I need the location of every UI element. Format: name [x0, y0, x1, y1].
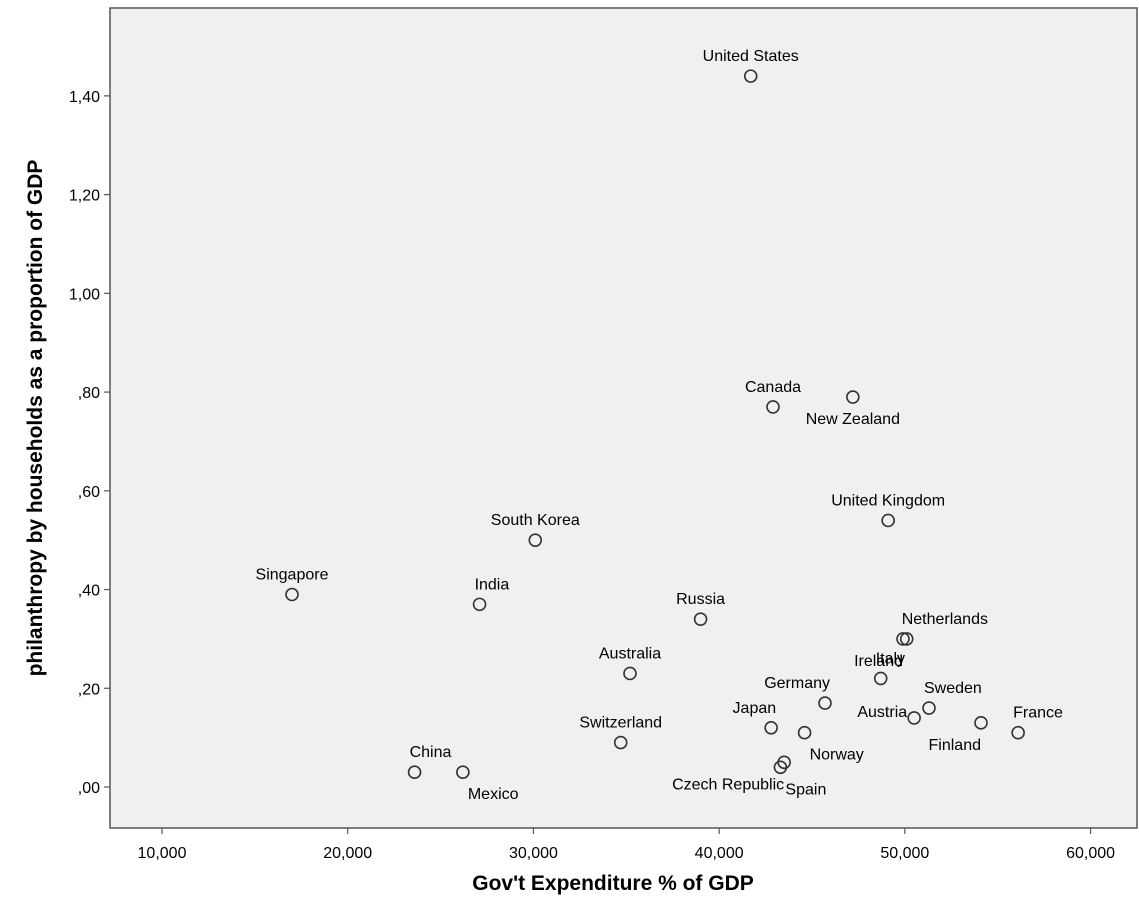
x-tick-label: 30,000 — [509, 845, 558, 862]
data-point — [764, 720, 778, 735]
data-point — [623, 666, 637, 681]
y-tick-label: ,80 — [78, 385, 100, 402]
point-label: Netherlands — [902, 611, 988, 628]
y-tick-label: ,60 — [78, 484, 100, 501]
data-point — [818, 696, 832, 710]
point-label: Italy — [876, 650, 905, 667]
y-axis-title: philanthropy by households as a proporti… — [24, 160, 47, 677]
data-point — [881, 513, 895, 528]
y-tick-label: ,00 — [78, 780, 100, 797]
data-point — [766, 400, 780, 414]
point-label: Austria — [857, 704, 907, 721]
x-tick-label: 60,000 — [1066, 845, 1115, 862]
data-point — [773, 760, 788, 775]
data-point — [797, 725, 812, 740]
point-label: Mexico — [468, 786, 519, 803]
x-tick-label: 40,000 — [695, 845, 744, 862]
data-point — [974, 716, 988, 730]
point-label: Singapore — [256, 566, 329, 583]
point-label: Norway — [810, 747, 864, 764]
data-point — [743, 69, 758, 83]
point-label: Spain — [785, 781, 826, 798]
data-point — [873, 671, 888, 686]
data-point — [896, 632, 910, 646]
point-label: Germany — [764, 675, 830, 692]
point-label: Switzerland — [579, 715, 662, 732]
point-label: New Zealand — [806, 411, 900, 428]
data-point — [285, 587, 299, 602]
y-tick-label: ,20 — [78, 681, 100, 698]
point-label: United States — [703, 48, 799, 65]
point-label: Russia — [676, 591, 725, 608]
y-tick-label: 1,20 — [69, 188, 100, 205]
x-tick-label: 20,000 — [323, 845, 372, 862]
y-tick-label: ,40 — [78, 583, 100, 600]
x-tick-label: 10,000 — [138, 845, 187, 862]
data-points: United States Canada New Zealand United Kin… — [256, 48, 1064, 803]
x-axis-title: Gov't Expenditure % of GDP — [472, 872, 754, 895]
y-tick-label: 1,00 — [69, 286, 100, 303]
point-label: South Korea — [491, 512, 580, 529]
data-point — [1011, 725, 1025, 740]
point-label: Canada — [745, 379, 801, 396]
data-point — [528, 533, 543, 547]
point-label: Australia — [599, 645, 661, 662]
data-point — [922, 701, 936, 715]
y-axis: ,00 ,20 ,40 ,60 ,80 1,00 1,20 1,40 — [69, 89, 110, 797]
plot-area — [109, 7, 1138, 829]
point-label: Japan — [733, 700, 777, 717]
data-point — [907, 711, 921, 725]
data-point — [472, 597, 487, 612]
point-label: United Kingdom — [831, 492, 945, 509]
data-point — [846, 390, 860, 404]
x-axis: 10,000 20,000 30,000 40,000 50,000 60,000 — [138, 828, 1115, 862]
point-label: Czech Republic — [672, 776, 784, 793]
data-point — [407, 765, 422, 780]
point-label: Finland — [929, 737, 981, 754]
point-label: Sweden — [924, 680, 982, 697]
point-label: Ireland — [854, 653, 903, 670]
x-tick-label: 50,000 — [880, 845, 929, 862]
data-point — [613, 735, 628, 750]
y-tick-label: 1,40 — [69, 89, 100, 106]
point-label: France — [1013, 705, 1063, 722]
point-label: China — [410, 744, 452, 761]
data-point — [456, 765, 470, 780]
data-point — [899, 632, 914, 646]
point-label: India — [475, 576, 510, 593]
data-point — [693, 612, 708, 626]
